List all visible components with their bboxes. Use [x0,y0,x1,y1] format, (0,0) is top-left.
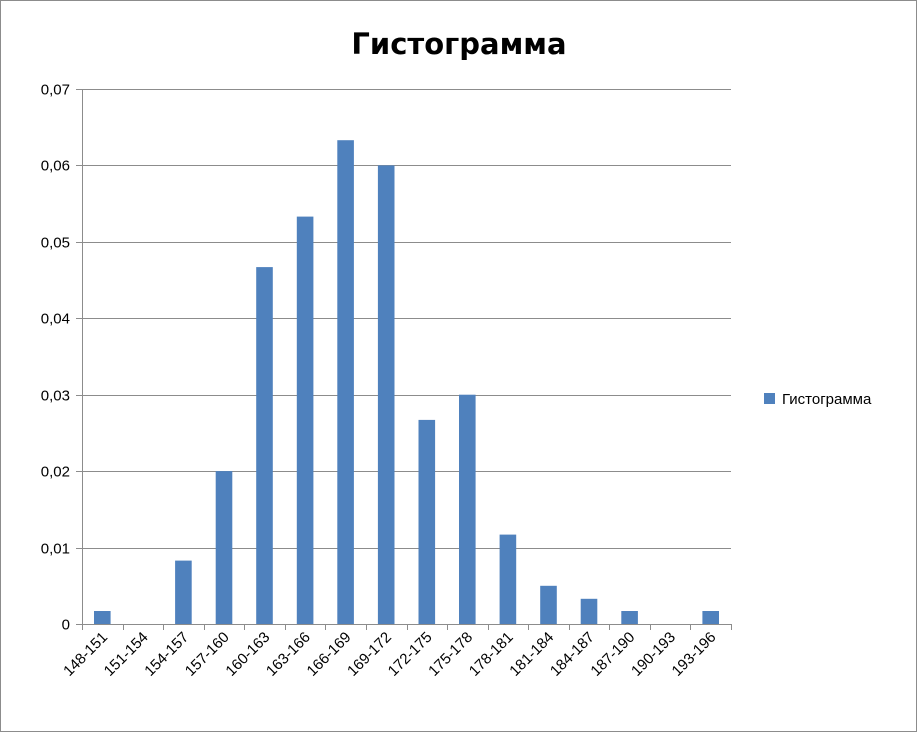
legend-swatch [764,393,775,404]
y-tick-label: 0,03 [41,388,70,405]
bar [94,611,111,624]
x-tick-label: 151-154 [101,629,152,680]
x-axis-tick-labels: 148-151151-154154-157157-160160-163163-1… [60,629,719,680]
bar [418,419,436,624]
legend-label: Гистограмма [782,391,872,408]
y-tick-label: 0 [62,617,70,634]
x-tick-label: 178-181 [466,629,517,680]
x-tick-label: 187-190 [587,629,638,680]
x-tick-label: 172-175 [385,629,436,680]
bar [702,611,719,624]
bar [296,216,314,624]
x-tick-label: 181-184 [506,629,557,680]
x-tick-label: 157-160 [182,629,233,680]
bar [621,611,638,624]
x-tick-label: 184-187 [547,629,598,680]
y-tick-label: 0,06 [41,158,70,175]
x-tick-label: 175-178 [425,629,476,680]
y-tick-label: 0,02 [41,464,70,481]
x-tick-label: 166-169 [304,629,355,680]
bar [377,165,395,624]
x-tick-label: 193-196 [669,629,720,680]
x-tick-label: 190-193 [628,629,679,680]
gridlines [76,89,731,625]
bar [175,560,192,624]
bar [215,471,233,624]
bar [540,585,557,624]
bar [459,394,476,624]
bar [580,598,598,624]
x-tick-label: 169-172 [344,629,395,680]
chart-title: Гистограмма [351,27,566,61]
bar [256,267,273,624]
axes [82,89,732,630]
legend: Гистограмма [764,391,872,408]
x-tick-label: 154-157 [141,629,192,680]
bars [94,140,719,624]
x-tick-label: 163-166 [263,629,314,680]
y-tick-label: 0,07 [41,82,70,99]
y-axis-tick-labels: 0 0,01 0,02 0,03 0,04 0,05 0,06 0,07 [41,82,70,634]
bar [499,534,517,624]
bar [337,140,354,624]
x-tick-label: 160-163 [222,629,273,680]
y-tick-label: 0,05 [41,235,70,252]
y-tick-label: 0,04 [41,311,70,328]
y-tick-label: 0,01 [41,541,70,558]
x-tick-label: 148-151 [60,629,111,680]
